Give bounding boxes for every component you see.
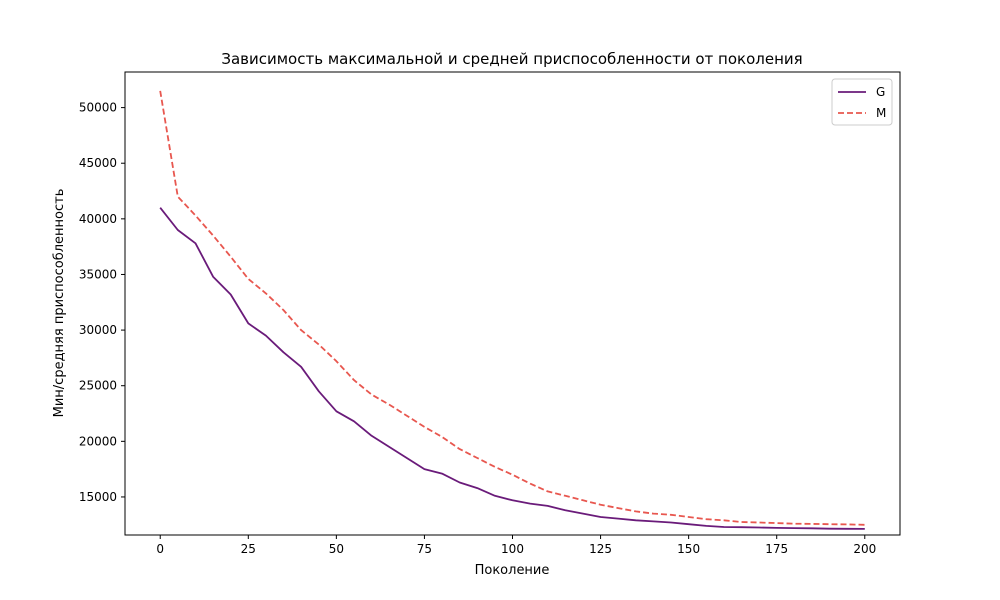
y-tick-label: 50000 bbox=[79, 101, 117, 115]
x-tick-label: 0 bbox=[156, 542, 164, 556]
legend: GM bbox=[831, 78, 893, 126]
y-tick-label: 30000 bbox=[79, 323, 117, 337]
legend-label-G: G bbox=[876, 85, 885, 99]
series-line-M bbox=[159, 90, 865, 526]
y-tick-label: 15000 bbox=[79, 490, 117, 504]
series-line-G bbox=[159, 207, 865, 530]
y-tick-label: 25000 bbox=[79, 379, 117, 393]
x-tick-label: 200 bbox=[853, 542, 876, 556]
chart-title: Зависимость максимальной и средней присп… bbox=[221, 50, 802, 68]
x-tick-label: 175 bbox=[765, 542, 788, 556]
x-tick-label: 100 bbox=[501, 542, 524, 556]
y-tick-label: 40000 bbox=[79, 212, 117, 226]
y-axis-label: Мин/средняя приспособленность bbox=[52, 189, 67, 418]
axis-ticks: 0 25 50 75 100 125 150 175 200 15000 20000 25000 300… bbox=[79, 101, 876, 556]
legend-label-M: M bbox=[876, 106, 886, 120]
x-axis-label: Поколение bbox=[475, 563, 550, 578]
y-tick-label: 35000 bbox=[79, 267, 117, 281]
x-tick-label: 125 bbox=[589, 542, 612, 556]
x-tick-label: 75 bbox=[417, 542, 432, 556]
x-tick-label: 50 bbox=[329, 542, 344, 556]
x-tick-label: 150 bbox=[677, 542, 700, 556]
y-tick-label: 20000 bbox=[79, 434, 117, 448]
x-tick-label: 25 bbox=[241, 542, 256, 556]
y-tick-label: 45000 bbox=[79, 156, 117, 170]
